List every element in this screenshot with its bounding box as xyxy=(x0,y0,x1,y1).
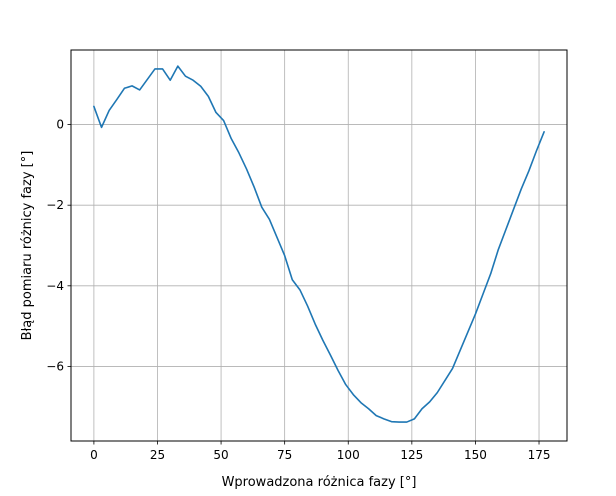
x-tick-label: 25 xyxy=(150,448,165,462)
x-tick-label: 75 xyxy=(277,448,292,462)
series-line xyxy=(93,65,545,423)
y-tick-label: −6 xyxy=(46,359,64,373)
x-axis-label: Wprowadzona różnica fazy [°] xyxy=(222,475,417,490)
plot-frame xyxy=(70,49,568,442)
x-tick-label: 125 xyxy=(400,448,423,462)
series-layer xyxy=(93,65,545,423)
y-axis-label: Błąd pomiaru różnicy fazy [°] xyxy=(20,151,35,341)
y-tick-label: −2 xyxy=(46,198,64,212)
x-tick-label: 175 xyxy=(528,448,551,462)
y-tick-label: 0 xyxy=(56,118,64,132)
ticks: 0 25 50 75 100 125 150 175 0 −2 −4 −6 xyxy=(46,118,550,462)
x-tick-label: 50 xyxy=(213,448,228,462)
x-tick-label: 100 xyxy=(337,448,360,462)
grid xyxy=(71,50,567,441)
x-tick-label: 150 xyxy=(464,448,487,462)
x-tick-label: 0 xyxy=(90,448,98,462)
y-tick-label: −4 xyxy=(46,279,64,293)
